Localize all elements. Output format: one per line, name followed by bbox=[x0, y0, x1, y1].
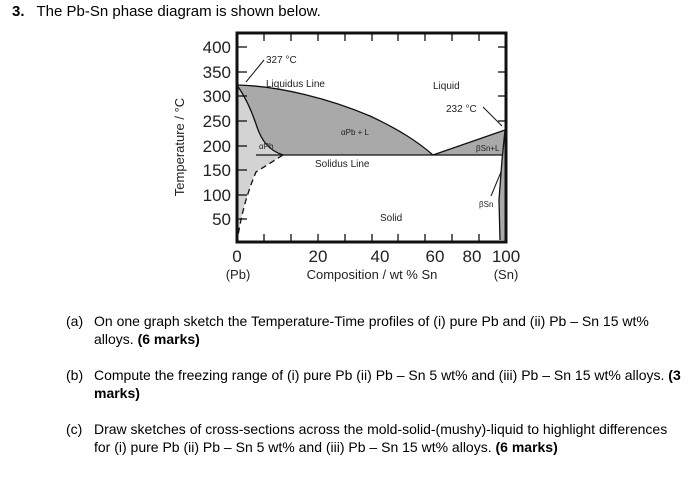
part-label: (c) bbox=[66, 421, 83, 437]
x-axis-label: Composition / wt % Sn bbox=[307, 267, 438, 282]
question-heading: 3. The Pb-Sn phase diagram is shown below… bbox=[12, 3, 321, 20]
x-tick-marks-bottom bbox=[263, 234, 480, 242]
x-end-label-left: (Pb) bbox=[226, 267, 251, 282]
question-part-b: (b) Compute the freezing range of (i) pu… bbox=[66, 366, 686, 402]
pb-melting-point-leader bbox=[245, 59, 265, 83]
y-tick-label: 200 bbox=[203, 137, 231, 156]
y-tick-label: 150 bbox=[203, 161, 231, 180]
part-text: Compute the freezing range of (i) pure P… bbox=[94, 367, 665, 383]
y-tick-label: 350 bbox=[203, 63, 231, 82]
part-text: On one graph sketch the Temperature-Time… bbox=[94, 313, 649, 347]
y-tick-label: 250 bbox=[203, 112, 231, 131]
alpha-pb-region bbox=[237, 85, 283, 242]
y-tick-label: 50 bbox=[212, 210, 231, 229]
question-number: 3. bbox=[12, 3, 25, 20]
part-label: (b) bbox=[66, 367, 84, 383]
beta-sn-region bbox=[499, 130, 506, 240]
solid-region-label: Solid bbox=[380, 213, 402, 224]
x-end-label-right: (Sn) bbox=[494, 267, 519, 282]
part-text: Draw sketches of cross-sections across t… bbox=[94, 421, 668, 455]
beta-sn-liquid-label: βSn+L bbox=[476, 144, 500, 153]
part-marks: (6 marks) bbox=[137, 331, 200, 347]
sn-melting-point-leader bbox=[482, 106, 503, 127]
liquid-region-label: Liquid bbox=[433, 81, 460, 92]
phase-diagram: 400 350 300 250 200 150 100 50 0 20 40 6… bbox=[172, 31, 520, 282]
y-tick-marks bbox=[237, 46, 247, 220]
y-tick-label: 300 bbox=[203, 87, 231, 106]
pb-melting-point-label: 327 °C bbox=[266, 55, 297, 66]
part-marks: (3 marks) bbox=[94, 367, 681, 401]
liquidus-line-label: Liquidus Line bbox=[266, 79, 325, 90]
y-tick-label-zero: 0 bbox=[232, 247, 241, 266]
y-tick-marks-right bbox=[498, 46, 506, 122]
y-tick-label: 400 bbox=[203, 38, 231, 57]
x-tick-label: 20 bbox=[309, 247, 328, 266]
beta-sn-label: βSn bbox=[479, 200, 493, 209]
liquidus-line-left bbox=[236, 84, 434, 156]
question-parts: (a) On one graph sketch the Temperature-… bbox=[66, 312, 686, 474]
two-phase-region bbox=[237, 85, 433, 155]
y-tick-label: 100 bbox=[203, 186, 231, 205]
x-tick-marks-top bbox=[263, 33, 480, 41]
x-tick-label: 100 bbox=[492, 247, 520, 266]
solvus-line-right bbox=[498, 129, 506, 241]
liquidus-line-right bbox=[432, 129, 506, 156]
part-label: (a) bbox=[66, 313, 84, 329]
x-tick-label: 80 bbox=[463, 247, 482, 266]
question-part-c: (c) Draw sketches of cross-sections acro… bbox=[66, 420, 686, 456]
question-part-a: (a) On one graph sketch the Temperature-… bbox=[66, 312, 686, 348]
alpha-pb-label: αPb bbox=[259, 142, 274, 151]
part-marks: (6 marks) bbox=[495, 439, 558, 455]
sn-melting-point-label: 232 °C bbox=[446, 104, 477, 115]
solidus-line-label: Solidus Line bbox=[315, 159, 370, 170]
beta-sn-leader bbox=[490, 171, 502, 197]
alpha-pb-liquid-label: αPb + L bbox=[341, 128, 370, 137]
y-axis-label: Temperature / °C bbox=[172, 98, 187, 196]
question-title: The Pb-Sn phase diagram is shown below. bbox=[36, 3, 321, 20]
x-tick-label: 40 bbox=[371, 247, 390, 266]
x-tick-label: 60 bbox=[426, 247, 445, 266]
solvus-line-left bbox=[236, 154, 284, 243]
